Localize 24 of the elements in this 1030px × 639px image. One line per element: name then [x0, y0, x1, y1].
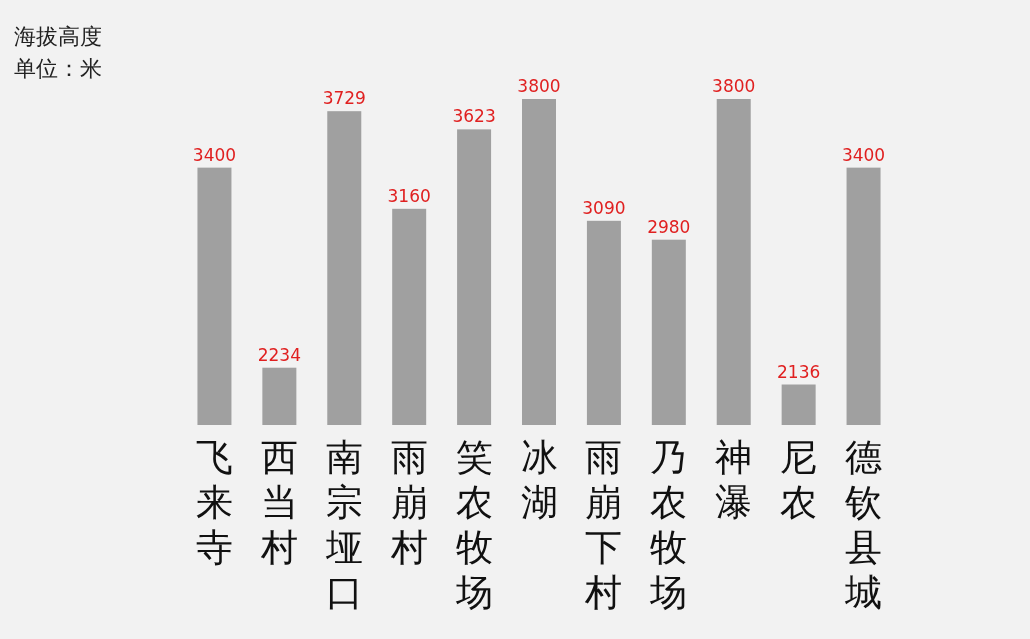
data-label: 3160 [387, 185, 431, 206]
data-label: 3729 [322, 88, 366, 109]
x-tick-label: 冰湖 [520, 436, 558, 524]
x-tick-label: 神瀑 [715, 436, 753, 524]
data-label: 3400 [192, 144, 237, 165]
data-label: 3400 [841, 144, 886, 165]
data-label: 2136 [777, 361, 821, 382]
chart-subtitle: 单位：米 [14, 56, 102, 81]
data-label: 3623 [452, 106, 496, 127]
chart-title: 海拔高度 [14, 24, 102, 49]
data-label: 2980 [647, 216, 691, 237]
x-tick-label: 雨崩村 [389, 436, 428, 569]
data-label: 3090 [582, 197, 626, 218]
data-label: 2234 [257, 344, 301, 365]
x-tick-label: 尼农 [780, 436, 818, 524]
data-label: 3800 [712, 76, 756, 96]
x-tick-label: 德钦县城 [844, 436, 883, 614]
x-tick-label: 西当村 [259, 436, 298, 569]
x-tick-label: 笑农牧场 [454, 436, 493, 614]
x-tick-label: 雨崩下村 [584, 436, 623, 614]
x-tick-label: 南宗垭口 [324, 436, 363, 614]
x-tick-label: 飞来寺 [195, 436, 233, 569]
x-tick-label: 乃农牧场 [649, 436, 688, 614]
data-label: 3800 [517, 76, 561, 96]
